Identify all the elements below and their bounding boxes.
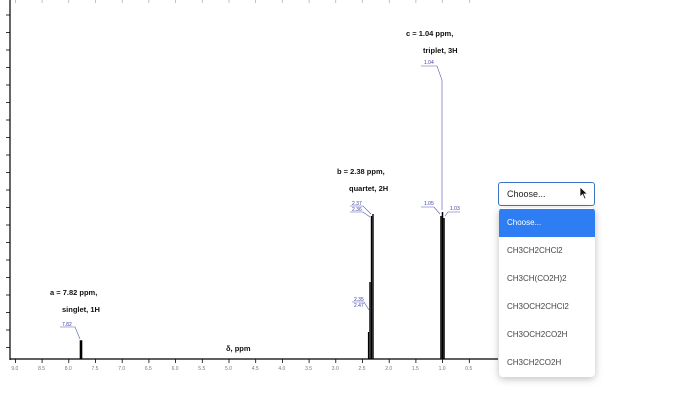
x-tick-label: 9.0	[11, 366, 18, 372]
peak-c: 1.04 1.05 1.03 c = 1.04 ppm, triplet, 3H	[406, 29, 460, 359]
peak-b-connector-1	[350, 205, 372, 215]
dropdown-option[interactable]: CH3OCH2CO2H	[507, 330, 568, 339]
x-axis-label: δ, ppm	[226, 344, 251, 353]
x-tick-label: 2.5	[359, 366, 366, 372]
peak-b-label-2: 2.36	[352, 207, 362, 213]
dropdown-option[interactable]: Choose...	[499, 209, 595, 237]
peak-a-title: a = 7.82 ppm,	[50, 288, 97, 297]
x-tick-label: 6.0	[172, 366, 179, 372]
x-tick-label: 7.0	[118, 366, 125, 372]
dropdown-option[interactable]: CH3CH2CO2H	[507, 358, 562, 367]
peak-c-subtitle: triplet, 3H	[423, 46, 458, 55]
x-tick-label: 4.5	[252, 366, 259, 372]
peak-c-label-2: 1.05	[424, 201, 434, 207]
structure-select-value: Choose...	[507, 189, 546, 199]
peak-c-label-3: 1.03	[450, 206, 460, 212]
x-tick-label: 8.5	[38, 366, 45, 372]
peak-b-title: b = 2.38 ppm,	[337, 167, 385, 176]
peak-c-label-1: 1.04	[424, 60, 434, 66]
y-axis-ticks	[6, 14, 10, 348]
peak-c-connector-1	[421, 65, 443, 210]
top-axis-ticks	[15, 0, 470, 3]
peak-c-connector-3	[444, 211, 460, 217]
x-tick-label: 2.0	[385, 366, 392, 372]
dropdown-option[interactable]: CH3OCH2CHCl2	[507, 302, 569, 311]
mouse-cursor-icon	[579, 186, 589, 202]
peak-a-label-1: 7.82	[62, 322, 72, 328]
x-tick-label: 1.5	[412, 366, 419, 372]
x-tick-label: 7.5	[92, 366, 99, 372]
structure-select[interactable]: Choose...	[498, 182, 595, 206]
peak-b-connector-2	[350, 211, 371, 218]
peak-b-label-4: 2.47	[354, 303, 364, 309]
peak-b: 2.37 2.36 2.35 2.47 b = 2.38 ppm, quarte…	[337, 167, 388, 359]
x-tick-label: 3.0	[332, 366, 339, 372]
peak-b-label-3: 2.35	[354, 297, 364, 303]
x-tick-label: 0.5	[465, 366, 472, 372]
peak-b-connector-3	[352, 301, 370, 311]
x-axis-ticks: 9.0 8.5 8.0 7.5 7.0 6.5 6.0 5.5 5.0 4.5 4.0 3.5 3.0 2…	[11, 359, 472, 372]
x-tick-label: 4.0	[278, 366, 285, 372]
dropdown-option[interactable]: CH3CH(CO2H)2	[507, 274, 567, 283]
x-tick-label: 5.5	[198, 366, 205, 372]
peak-b-label-1: 2.37	[352, 201, 362, 207]
peak-c-connector-2	[421, 206, 441, 215]
x-tick-label: 1.0	[439, 366, 446, 372]
x-tick-label: 5.0	[225, 366, 232, 372]
peak-a-connector	[60, 326, 81, 340]
x-tick-label: 8.0	[65, 366, 72, 372]
x-tick-label: 6.5	[145, 366, 152, 372]
structure-dropdown-menu: Choose... CH3CH2CHCl2 CH3CH(CO2H)2 CH3OC…	[499, 208, 595, 377]
peak-c-title: c = 1.04 ppm,	[406, 29, 453, 38]
x-tick-label: 3.5	[305, 366, 312, 372]
peak-b-subtitle: quartet, 2H	[349, 184, 388, 193]
dropdown-option[interactable]: CH3CH2CHCl2	[507, 246, 563, 255]
peak-a: 7.82 a = 7.82 ppm, singlet, 1H	[50, 288, 100, 359]
peak-a-subtitle: singlet, 1H	[62, 305, 100, 314]
peak-a-line	[79, 340, 83, 359]
